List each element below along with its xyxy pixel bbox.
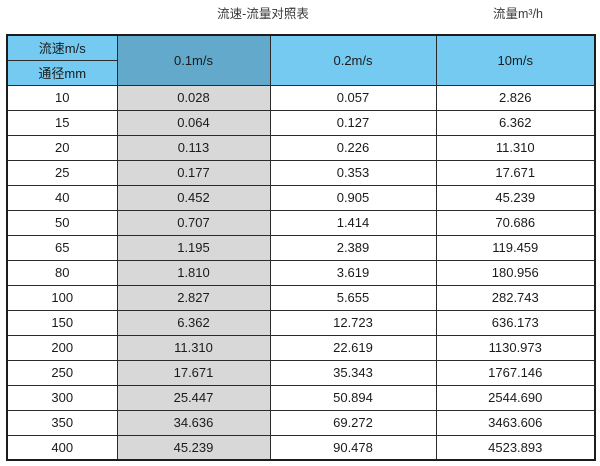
value-cell: 17.671: [435, 159, 596, 186]
table-row: 80 1.810 3.619 180.956: [6, 259, 596, 286]
diameter-cell: 400: [6, 434, 118, 461]
value-cell: 69.272: [269, 409, 437, 436]
table-row: 20 0.113 0.226 11.310: [6, 134, 596, 161]
value-cell: 0.177: [116, 159, 271, 186]
value-cell: 2.827: [116, 284, 271, 311]
col-header-velocity-1: 0.2m/s: [269, 34, 437, 86]
table-row: 400 45.239 90.478 4523.893: [6, 434, 596, 461]
diameter-cell: 150: [6, 309, 118, 336]
diameter-cell: 100: [6, 284, 118, 311]
value-cell: 0.353: [269, 159, 437, 186]
value-cell: 45.239: [435, 184, 596, 211]
value-cell: 12.723: [269, 309, 437, 336]
table-row: 65 1.195 2.389 119.459: [6, 234, 596, 261]
value-cell: 1.810: [116, 259, 271, 286]
value-cell: 6.362: [435, 109, 596, 136]
value-cell: 17.671: [116, 359, 271, 386]
value-cell: 50.894: [269, 384, 437, 411]
value-cell: 11.310: [435, 134, 596, 161]
col-header-velocity-2: 10m/s: [435, 34, 596, 86]
value-cell: 6.362: [116, 309, 271, 336]
value-cell: 2544.690: [435, 384, 596, 411]
table-row: 15 0.064 0.127 6.362: [6, 109, 596, 136]
value-cell: 90.478: [269, 434, 437, 461]
diameter-cell: 80: [6, 259, 118, 286]
value-cell: 636.173: [435, 309, 596, 336]
table-row: 200 11.310 22.619 1130.973: [6, 334, 596, 361]
value-cell: 0.028: [116, 84, 271, 111]
corner-cell-diameter: 通径mm: [6, 59, 118, 86]
value-cell: 0.707: [116, 209, 271, 236]
value-cell: 70.686: [435, 209, 596, 236]
value-cell: 0.064: [116, 109, 271, 136]
flow-rate-table: 流速m/s 0.1m/s 0.2m/s 10m/s 通径mm 10 0.028 …: [6, 34, 596, 461]
table-row: 350 34.636 69.272 3463.606: [6, 409, 596, 436]
diameter-cell: 50: [6, 209, 118, 236]
corner-cell-velocity: 流速m/s: [6, 34, 118, 61]
value-cell: 22.619: [269, 334, 437, 361]
diameter-cell: 350: [6, 409, 118, 436]
table-row: 40 0.452 0.905 45.239: [6, 184, 596, 211]
value-cell: 1.414: [269, 209, 437, 236]
diameter-cell: 65: [6, 234, 118, 261]
table-row: 50 0.707 1.414 70.686: [6, 209, 596, 236]
value-cell: 3.619: [269, 259, 437, 286]
value-cell: 25.447: [116, 384, 271, 411]
diameter-cell: 20: [6, 134, 118, 161]
value-cell: 5.655: [269, 284, 437, 311]
value-cell: 180.956: [435, 259, 596, 286]
table-row: 10 0.028 0.057 2.826: [6, 84, 596, 111]
diameter-cell: 200: [6, 334, 118, 361]
value-cell: 1130.973: [435, 334, 596, 361]
value-cell: 0.127: [269, 109, 437, 136]
value-cell: 282.743: [435, 284, 596, 311]
value-cell: 0.452: [116, 184, 271, 211]
unit-title: 流量m³/h: [492, 7, 544, 21]
table-row: 100 2.827 5.655 282.743: [6, 284, 596, 311]
diameter-cell: 10: [6, 84, 118, 111]
value-cell: 0.057: [269, 84, 437, 111]
diameter-cell: 40: [6, 184, 118, 211]
value-cell: 4523.893: [435, 434, 596, 461]
table-row: 300 25.447 50.894 2544.690: [6, 384, 596, 411]
value-cell: 119.459: [435, 234, 596, 261]
value-cell: 3463.606: [435, 409, 596, 436]
value-cell: 0.113: [116, 134, 271, 161]
diameter-cell: 15: [6, 109, 118, 136]
value-cell: 0.905: [269, 184, 437, 211]
col-header-velocity-0: 0.1m/s: [116, 34, 271, 86]
value-cell: 1767.146: [435, 359, 596, 386]
table-row: 25 0.177 0.353 17.671: [6, 159, 596, 186]
diameter-cell: 25: [6, 159, 118, 186]
table-row: 250 17.671 35.343 1767.146: [6, 359, 596, 386]
value-cell: 2.389: [269, 234, 437, 261]
value-cell: 11.310: [116, 334, 271, 361]
diameter-cell: 250: [6, 359, 118, 386]
value-cell: 1.195: [116, 234, 271, 261]
value-cell: 35.343: [269, 359, 437, 386]
value-cell: 0.226: [269, 134, 437, 161]
page-title: 流速-流量对照表: [217, 7, 309, 21]
table-row: 150 6.362 12.723 636.173: [6, 309, 596, 336]
value-cell: 34.636: [116, 409, 271, 436]
value-cell: 45.239: [116, 434, 271, 461]
value-cell: 2.826: [435, 84, 596, 111]
diameter-cell: 300: [6, 384, 118, 411]
